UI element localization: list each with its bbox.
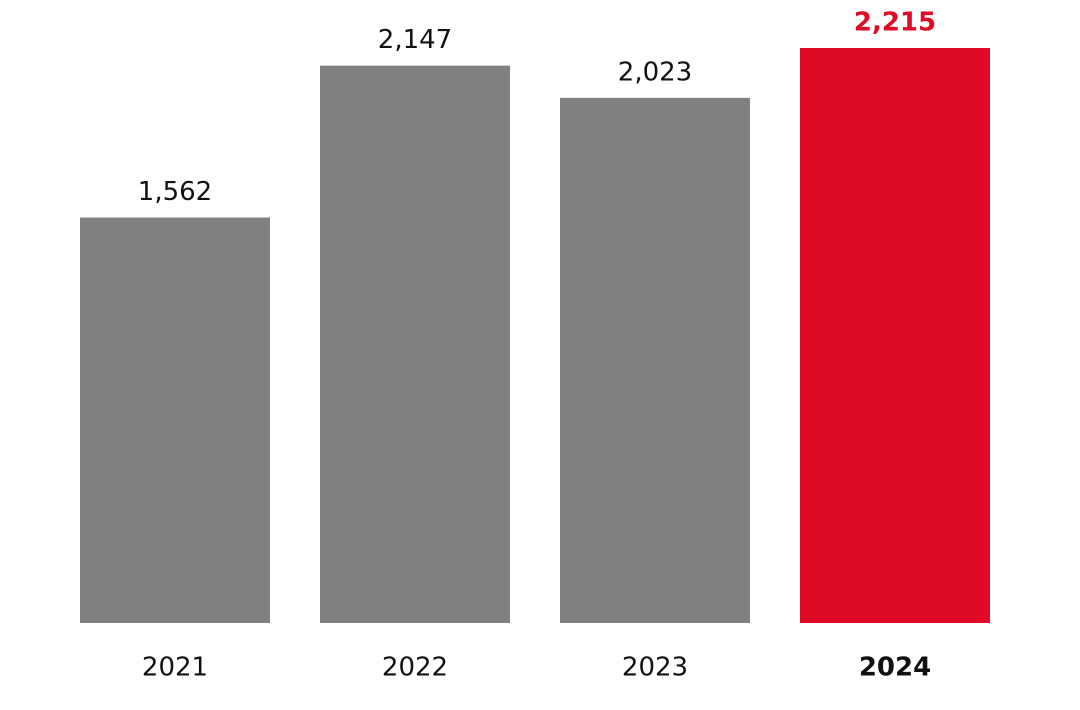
value-label: 1,562	[138, 177, 212, 207]
bar	[320, 65, 510, 624]
x-tick-label: 2022	[382, 653, 448, 683]
value-label: 2,215	[854, 8, 936, 38]
value-label: 2,023	[618, 57, 692, 87]
bar	[80, 217, 270, 623]
bar	[800, 48, 990, 623]
value-label: 2,147	[378, 25, 452, 55]
x-tick-label: 2021	[142, 653, 208, 683]
x-tick-label: 2024	[859, 653, 931, 683]
x-tick-label: 2023	[622, 653, 688, 683]
bar	[560, 97, 750, 624]
